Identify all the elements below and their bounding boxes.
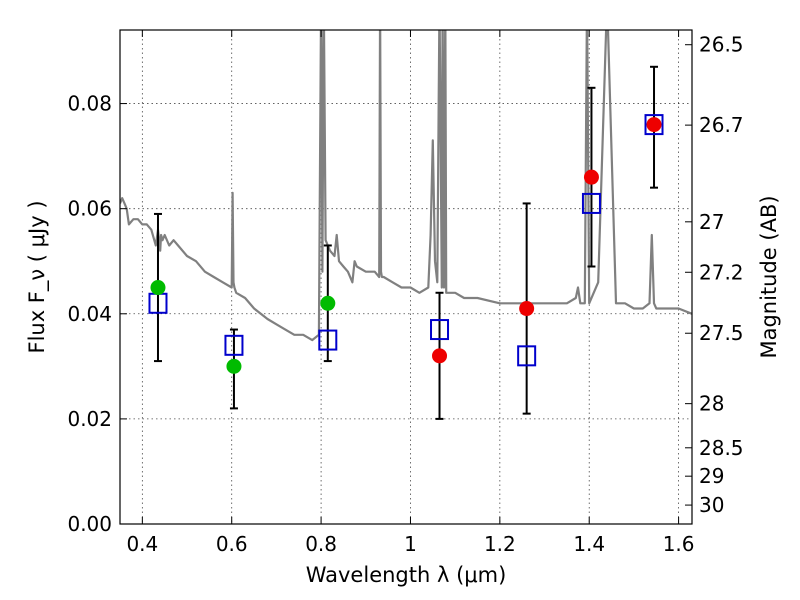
right-tick-label: 27.2	[699, 260, 744, 284]
right-tick-label: 29	[699, 464, 724, 488]
right-tick-label: 26.5	[699, 33, 744, 57]
plot-frame	[119, 29, 693, 525]
model-flux-square	[517, 345, 537, 367]
y-axis-label: Flux F_ν ( μJy )	[25, 200, 50, 353]
observed-flux-point	[320, 295, 336, 311]
right-tick-label: 30	[699, 493, 724, 517]
model-spectrum-line	[120, 30, 692, 342]
model-flux-square	[644, 114, 664, 136]
right-tick-label: 26.7	[699, 113, 744, 137]
x-tick-label: 1.2	[484, 532, 516, 556]
y-tick-label: 0.04	[67, 302, 112, 326]
model-flux-square	[318, 329, 338, 351]
observed-flux-point	[583, 169, 599, 185]
model-flux-square	[430, 319, 450, 341]
observed-flux-point	[519, 301, 535, 317]
observed-flux-point	[226, 358, 242, 374]
x-tick-label: 1.4	[573, 532, 605, 556]
y-tick-label: 0.02	[67, 407, 112, 431]
grid-lines	[120, 30, 692, 525]
observed-flux-point	[432, 348, 448, 364]
y-tick-label: 0.00	[67, 512, 112, 536]
y-tick-label: 0.08	[67, 92, 112, 116]
x-tick-label: 1	[404, 532, 417, 556]
x-tick-label: 1.6	[663, 532, 695, 556]
x-tick-label: 0.8	[305, 532, 337, 556]
x-axis-label: Wavelength λ (μm)	[306, 563, 507, 587]
observed-flux-point	[646, 117, 662, 133]
right-tick-label: 27.5	[699, 321, 744, 345]
data-markers	[148, 65, 664, 420]
right-tick-label: 28.5	[699, 436, 744, 460]
right-tick-label: 28	[699, 392, 724, 416]
y-tick-label: 0.06	[67, 197, 112, 221]
right-axis-label: Magnitude (AB)	[757, 195, 781, 358]
plot-data	[120, 30, 692, 342]
axis-ticks: 0.4 0.6 0.8 1 1.2 1.4 1.6 0.00 0.02 0.04 0.06 0.08 2…	[67, 30, 744, 556]
model-flux-square	[581, 192, 601, 214]
x-tick-label: 0.6	[216, 532, 248, 556]
model-flux-square	[224, 334, 244, 356]
right-tick-label: 27	[699, 210, 724, 234]
observed-flux-point	[150, 280, 166, 296]
x-tick-label: 0.4	[126, 532, 158, 556]
